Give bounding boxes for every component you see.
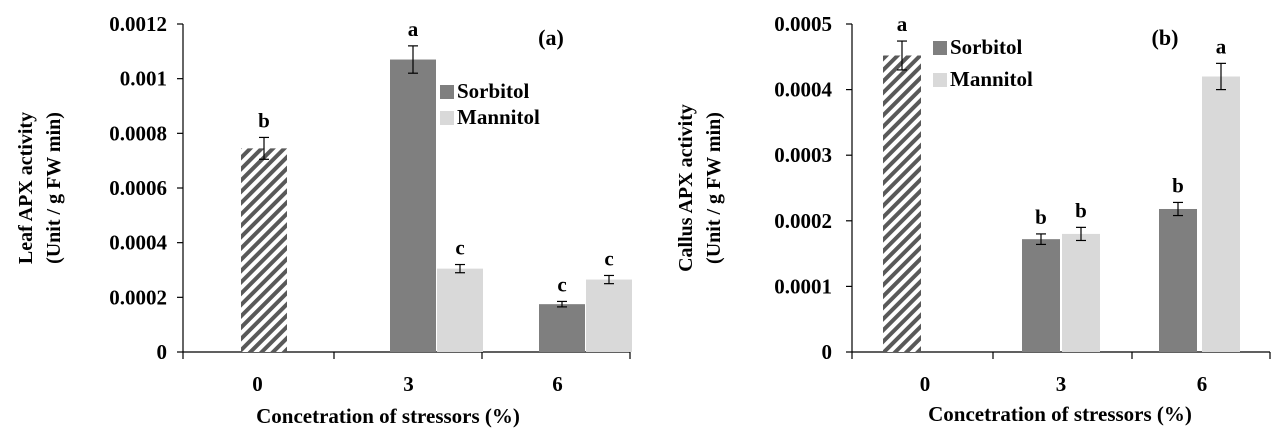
legend-swatch-mannitol (440, 111, 454, 125)
significance-letter: b (1035, 205, 1047, 229)
bar-mannitol-3 (1062, 233, 1100, 352)
panel-label: (a) (538, 25, 564, 50)
legend-label-mannitol: Mannitol (950, 67, 1033, 91)
significance-letter: b (258, 108, 270, 132)
bar-mannitol-6 (586, 279, 632, 352)
x-tick-label: 6 (1197, 372, 1208, 396)
y-tick-label: 0.0002 (109, 285, 167, 309)
y-tick-label: 0.0008 (109, 121, 167, 145)
significance-letter: b (1075, 198, 1087, 222)
y-axis-title-line2: (Unit / g FW min) (703, 112, 725, 264)
y-tick-label: 0 (822, 340, 833, 364)
bar-sorbitol-6 (539, 304, 585, 352)
y-tick-label: 0.0001 (774, 274, 832, 298)
x-axis-title: Concetration of stressors (%) (928, 402, 1192, 426)
x-tick-label: 0 (252, 372, 263, 396)
significance-letter: c (557, 272, 566, 296)
y-axis-title-line1: Callus APX activity (675, 104, 697, 272)
x-tick-label: 3 (403, 372, 414, 396)
significance-letter: b (1172, 173, 1184, 197)
y-tick-label: 0.0004 (774, 78, 832, 102)
legend-label-mannitol: Mannitol (457, 105, 540, 129)
bar-mannitol-6 (1202, 76, 1240, 352)
bar-sorbitol-3 (1022, 239, 1060, 352)
bar-mannitol-3 (437, 268, 483, 352)
significance-letter: a (1216, 34, 1227, 58)
legend-label-sorbitol: Sorbitol (950, 35, 1023, 59)
x-tick-label: 3 (1056, 372, 1067, 396)
chart-panel-b: 0 0.0001 0.0002 0.0003 0.0004 0.0005 0 3 6 a b b b a (… (675, 12, 1271, 426)
legend-swatch-sorbitol (440, 85, 454, 99)
x-axis-title: Concetration of stressors (%) (256, 404, 520, 428)
bar-control-0 (883, 55, 921, 352)
bar-control-0 (241, 148, 287, 352)
y-tick-label: 0.0002 (774, 209, 832, 233)
panel-label: (b) (1152, 25, 1179, 50)
y-tick-label: 0.001 (120, 67, 167, 91)
chart-panel-a: 0 0.0002 0.0004 0.0006 0.0008 0.001 0.0012 0 3 6 b… (15, 12, 632, 428)
significance-letter: c (604, 246, 613, 270)
y-tick-label: 0.0012 (109, 12, 167, 36)
legend-swatch-mannitol (933, 73, 947, 87)
bar-sorbitol-3 (390, 59, 436, 353)
x-tick-label: 0 (920, 372, 931, 396)
significance-letter: a (408, 17, 419, 41)
bar-sorbitol-6 (1159, 208, 1197, 352)
y-tick-label: 0.0006 (109, 176, 167, 200)
legend-swatch-sorbitol (933, 41, 947, 55)
y-tick-label: 0.0005 (774, 12, 832, 36)
legend-label-sorbitol: Sorbitol (457, 79, 530, 103)
significance-letter: c (455, 236, 464, 260)
y-tick-label: 0.0003 (774, 143, 832, 167)
significance-letter: a (897, 12, 908, 36)
y-axis-title-line2: (Unit / g FW min) (43, 112, 65, 264)
y-tick-label: 0.0004 (109, 231, 167, 255)
x-tick-label: 6 (552, 372, 563, 396)
y-axis-title-line1: Leaf APX activity (15, 112, 37, 264)
y-tick-label: 0 (157, 340, 168, 364)
